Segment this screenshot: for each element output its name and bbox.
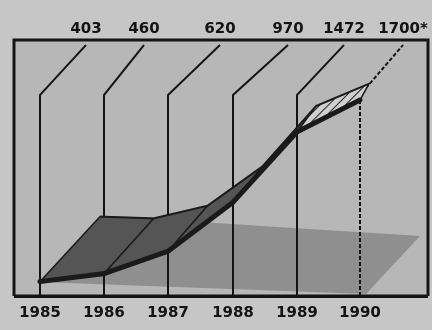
value-label-1985: 403 [70,19,101,37]
data-point-1986 [101,271,107,277]
drop-line-1989 [296,44,345,296]
series-line-back [99,82,370,220]
ribbon-series [37,82,371,285]
x-tick-label-1988: 1988 [212,303,254,321]
value-label-1990: 1700* [378,19,428,37]
data-point-1987 [165,248,171,254]
value-label-1987: 620 [204,19,235,37]
data-point-1985 [37,279,43,285]
value-label-1986: 460 [128,19,159,37]
x-tick-label-1985: 1985 [19,303,61,321]
value-label-1988: 970 [272,19,303,37]
value-label-1989: 1472 [323,19,365,37]
drop-line-1988 [232,44,289,296]
value-labels: 403 460 620 970 1472 1700* [70,19,428,37]
x-tick-label-1990: 1990 [339,303,381,321]
drop-line-1985 [39,44,87,296]
x-tick-label-1989: 1989 [276,303,318,321]
x-axis-labels: 1985 1986 1987 1988 1989 1990 [19,303,381,321]
data-point-1988 [230,199,236,205]
x-tick-label-1987: 1987 [147,303,189,321]
data-point-1990 [357,97,363,103]
series-line-front [39,97,362,285]
x-tick-label-1986: 1986 [83,303,125,321]
data-point-1989 [294,129,300,135]
bottom-bar [0,296,432,330]
